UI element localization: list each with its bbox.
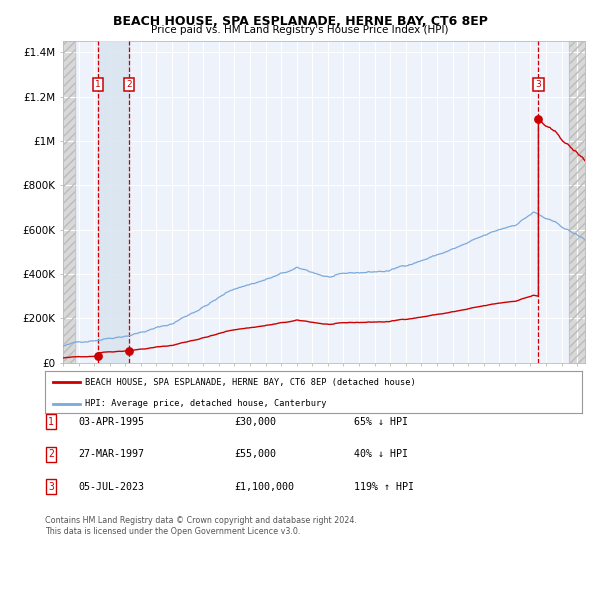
Text: 40% ↓ HPI: 40% ↓ HPI	[354, 450, 408, 459]
Text: This data is licensed under the Open Government Licence v3.0.: This data is licensed under the Open Gov…	[45, 526, 301, 536]
Text: Price paid vs. HM Land Registry's House Price Index (HPI): Price paid vs. HM Land Registry's House …	[151, 25, 449, 35]
Text: 05-JUL-2023: 05-JUL-2023	[78, 482, 144, 491]
Point	[124, 346, 134, 355]
Text: 65% ↓ HPI: 65% ↓ HPI	[354, 417, 408, 427]
Text: BEACH HOUSE, SPA ESPLANADE, HERNE BAY, CT6 8EP: BEACH HOUSE, SPA ESPLANADE, HERNE BAY, C…	[113, 15, 487, 28]
Text: 3: 3	[536, 80, 541, 89]
Text: 2: 2	[126, 80, 132, 89]
Text: 1: 1	[95, 80, 101, 89]
Text: 27-MAR-1997: 27-MAR-1997	[78, 450, 144, 459]
Point	[93, 352, 103, 361]
Text: BEACH HOUSE, SPA ESPLANADE, HERNE BAY, CT6 8EP (detached house): BEACH HOUSE, SPA ESPLANADE, HERNE BAY, C…	[85, 378, 416, 387]
Text: HPI: Average price, detached house, Canterbury: HPI: Average price, detached house, Cant…	[85, 399, 327, 408]
Text: 03-APR-1995: 03-APR-1995	[78, 417, 144, 427]
Point	[533, 114, 543, 124]
Text: £30,000: £30,000	[234, 417, 276, 427]
Text: 3: 3	[48, 482, 54, 491]
Text: 1: 1	[48, 417, 54, 427]
Text: 2: 2	[48, 450, 54, 459]
Text: £1,100,000: £1,100,000	[234, 482, 294, 491]
Bar	[98, 41, 129, 363]
Text: 119% ↑ HPI: 119% ↑ HPI	[354, 482, 414, 491]
Text: £55,000: £55,000	[234, 450, 276, 459]
Text: Contains HM Land Registry data © Crown copyright and database right 2024.: Contains HM Land Registry data © Crown c…	[45, 516, 357, 525]
